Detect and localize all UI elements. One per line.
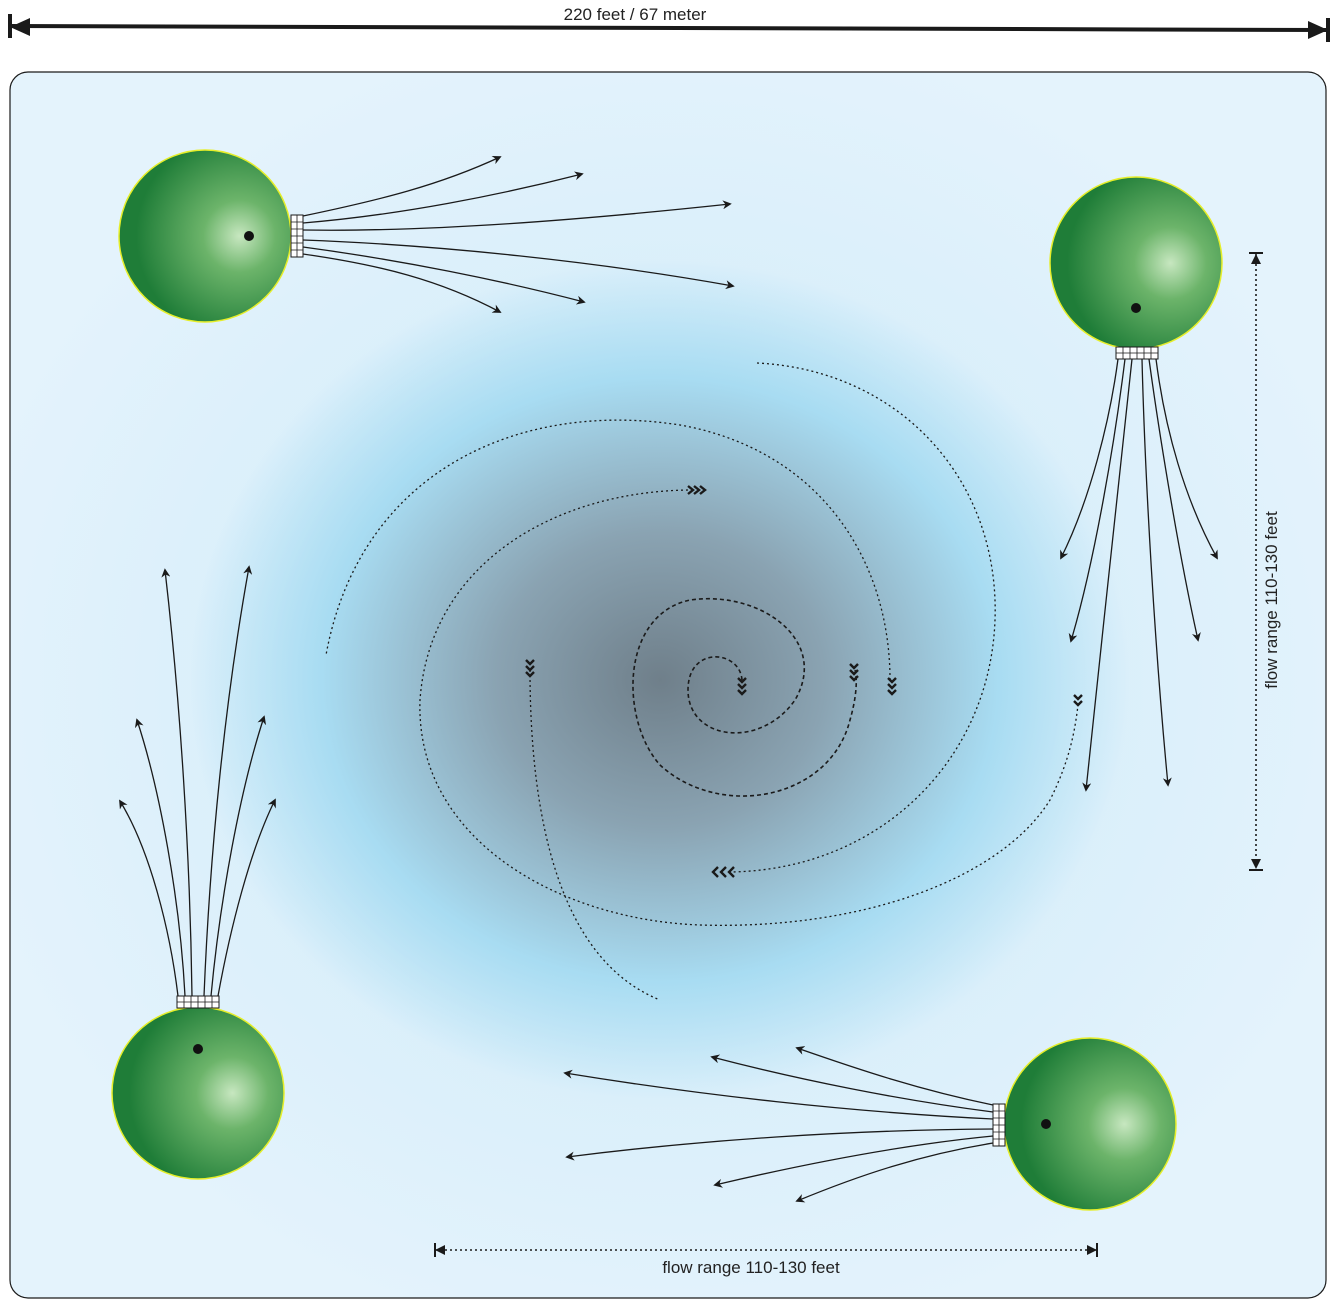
aerator-bottom-left: [111, 565, 285, 1180]
top-dimension: 220 feet / 67 meter: [8, 4, 1330, 42]
aerator-top-right: [1049, 176, 1223, 792]
aerator-top-left: [118, 149, 735, 323]
dimension-arrow-left: [10, 18, 30, 36]
chevron-down-icon: [1073, 694, 1083, 707]
aerator-bottom-right: [563, 1037, 1177, 1211]
chevron-left-icon: [711, 866, 735, 878]
side-flow-range-label: flow range 110-130 feet: [1262, 511, 1281, 689]
chevron-right-icon: [687, 485, 707, 495]
bottom-flow-range-label: flow range 110-130 feet: [662, 1258, 840, 1277]
chevron-down-icon: [737, 677, 747, 696]
bottom-flow-range-dimension: flow range 110-130 feet: [434, 1243, 1098, 1277]
side-flow-range-dimension: flow range 110-130 feet: [1249, 252, 1281, 871]
chevron-up-icon: [525, 659, 535, 678]
flow-arrows-south: [1060, 358, 1218, 792]
vortex-core: [190, 260, 1130, 1100]
chevron-down-icon: [887, 677, 897, 696]
dimension-arrow-right: [1308, 21, 1328, 39]
flow-arrows-east: [302, 155, 735, 313]
chevron-down-icon: [849, 663, 859, 682]
flow-arrows-west: [563, 1046, 994, 1203]
top-dimension-label: 220 feet / 67 meter: [564, 5, 707, 24]
flow-arrows-north: [119, 565, 276, 997]
vortex-spiral: [325, 362, 1079, 1001]
flow-chevrons: [525, 485, 1083, 878]
